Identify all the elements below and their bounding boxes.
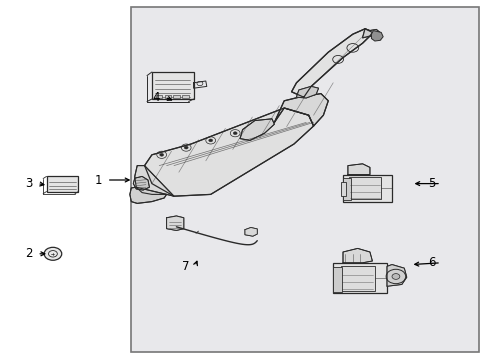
Circle shape bbox=[233, 132, 237, 135]
Polygon shape bbox=[296, 86, 318, 98]
Circle shape bbox=[184, 146, 188, 149]
Bar bbox=[47, 176, 78, 192]
Polygon shape bbox=[133, 176, 149, 190]
Text: 6: 6 bbox=[428, 256, 436, 269]
Polygon shape bbox=[343, 248, 372, 263]
Bar bbox=[333, 263, 387, 293]
Bar bbox=[182, 95, 189, 98]
Polygon shape bbox=[167, 216, 184, 230]
Polygon shape bbox=[145, 108, 314, 196]
Text: 2: 2 bbox=[24, 247, 32, 260]
Circle shape bbox=[392, 274, 400, 279]
Bar bbox=[333, 267, 342, 292]
Bar bbox=[152, 72, 194, 99]
Polygon shape bbox=[387, 265, 407, 286]
Bar bbox=[131, 7, 479, 352]
Text: 4: 4 bbox=[152, 91, 160, 104]
Text: 7: 7 bbox=[182, 260, 190, 273]
Circle shape bbox=[44, 247, 62, 260]
Polygon shape bbox=[371, 31, 383, 41]
Bar bbox=[341, 266, 375, 291]
Bar bbox=[341, 182, 346, 196]
Text: 5: 5 bbox=[428, 177, 436, 190]
Bar bbox=[165, 95, 171, 98]
Polygon shape bbox=[292, 29, 372, 97]
Bar bbox=[343, 178, 351, 200]
Circle shape bbox=[160, 153, 164, 156]
Polygon shape bbox=[130, 187, 167, 203]
Polygon shape bbox=[245, 228, 257, 236]
Bar bbox=[173, 95, 180, 98]
Circle shape bbox=[209, 139, 213, 142]
Text: 3: 3 bbox=[24, 177, 32, 190]
Polygon shape bbox=[274, 94, 328, 126]
Bar bbox=[349, 177, 381, 199]
Bar bbox=[343, 175, 392, 202]
Polygon shape bbox=[135, 166, 174, 196]
Polygon shape bbox=[363, 29, 380, 38]
Text: 1: 1 bbox=[94, 174, 102, 186]
Polygon shape bbox=[348, 164, 370, 175]
Polygon shape bbox=[240, 119, 274, 140]
Bar bbox=[156, 95, 162, 98]
